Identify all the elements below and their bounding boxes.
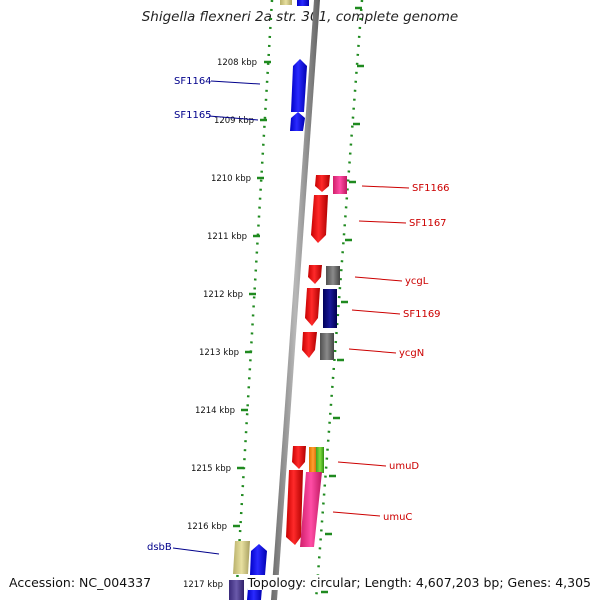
gene-umuc[interactable]: [286, 470, 303, 545]
label-umuc[interactable]: umuC: [383, 512, 412, 523]
gene-labels-left: SF1164 SF1165 dsbB: [147, 76, 261, 555]
gene-umud-green: [316, 447, 324, 473]
scale-label-1213: 1213 kbp: [199, 348, 239, 358]
scale-label-1212: 1212 kbp: [203, 290, 243, 300]
label-ycgl[interactable]: ycgL: [405, 276, 429, 287]
scale-label-1214: 1214 kbp: [195, 406, 235, 416]
gene-sf1167[interactable]: [311, 195, 328, 243]
label-dsbb[interactable]: dsbB: [147, 542, 172, 553]
scale-label-1217: 1217 kbp: [183, 580, 223, 590]
scale-label-1216: 1216 kbp: [187, 522, 227, 532]
gene-sf1165[interactable]: [290, 112, 305, 131]
gene-labels-right: SF1166 SF1167 ycgL SF1169 ycgN umuD umuC: [332, 183, 450, 523]
scale-ticks-right: [321, 6, 364, 594]
gene-ycgn-gray: [320, 333, 334, 360]
scale-ticks-left: [233, 60, 271, 528]
genome-backbone: [271, 0, 320, 600]
gene-sf1166-pink: [333, 176, 347, 194]
label-sf1165[interactable]: SF1165: [174, 110, 212, 121]
outer-ring-left: [234, 0, 274, 600]
gene-dsbb[interactable]: [250, 544, 267, 575]
scale-label-1215: 1215 kbp: [191, 464, 231, 474]
gene-sf1164[interactable]: [291, 59, 307, 112]
outer-ring-right: [314, 0, 364, 600]
gene-bottom-purple: [229, 580, 244, 600]
gene-ycgl-gray: [326, 266, 340, 285]
gene-dsbb-khaki: [233, 541, 250, 574]
scale-label-1209: 1209 kbp: [214, 116, 254, 126]
accession-text: Accession: NC_004337: [9, 575, 152, 590]
label-sf1169[interactable]: SF1169: [403, 309, 441, 320]
label-sf1164[interactable]: SF1164: [174, 76, 212, 87]
map-title: Shigella flexneri 2a str. 301, complete …: [141, 9, 459, 25]
gene-umud[interactable]: [292, 446, 306, 469]
label-sf1167[interactable]: SF1167: [409, 218, 447, 229]
gene-sf1166[interactable]: [315, 175, 330, 192]
scale-label-1210: 1210 kbp: [211, 174, 251, 184]
gene-sf1169-navy: [323, 289, 337, 328]
label-sf1166[interactable]: SF1166: [412, 183, 450, 194]
gene-ycgn[interactable]: [302, 332, 317, 358]
label-umud[interactable]: umuD: [389, 461, 419, 472]
gene-top-blue: [297, 0, 309, 6]
gene-sf1169[interactable]: [305, 288, 320, 326]
gene-ycgl[interactable]: [308, 265, 322, 284]
scale-label-1211: 1211 kbp: [207, 232, 247, 242]
gene-top-khaki: [280, 0, 292, 5]
genome-summary-text: Topology: circular; Length: 4,607,203 bp…: [247, 575, 591, 590]
gene-umud-orange: [309, 447, 317, 473]
scale-label-1208: 1208 kbp: [217, 58, 257, 68]
label-ycgn[interactable]: ycgN: [399, 348, 424, 359]
gene-umuc-pink: [300, 472, 322, 547]
